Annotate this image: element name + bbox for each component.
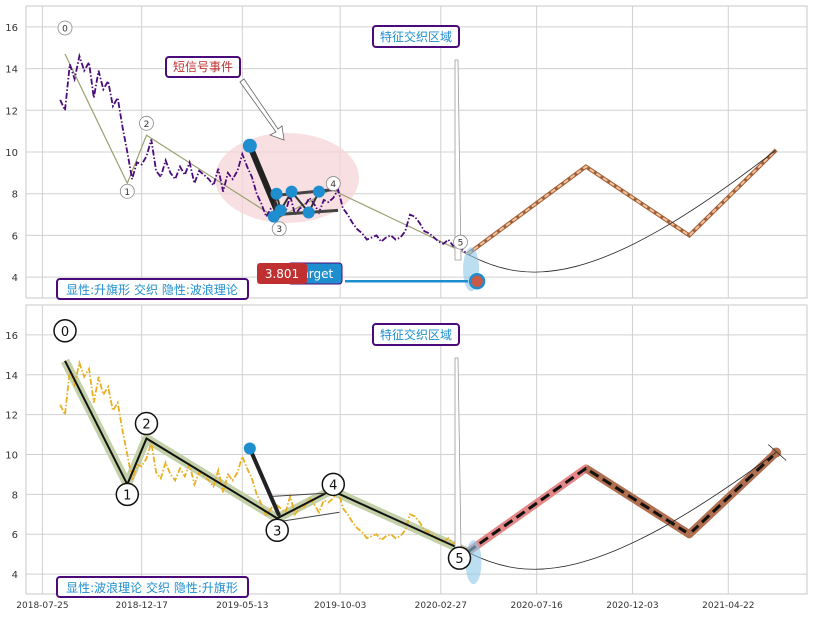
wave-label-3: 3 — [276, 225, 282, 235]
flag-pole — [246, 142, 282, 218]
y-tick-label: 14 — [5, 371, 18, 382]
cup-arc — [467, 452, 777, 570]
top-content: 0 1 2 3 4 5 — [57, 20, 778, 292]
top-bottom-note: 显性:升旗形 交织 隐性:波浪理论 — [56, 278, 249, 300]
bottom-content: 0 1 2 3 4 5 — [53, 319, 787, 585]
target-badge-text: 3.801 — [265, 267, 299, 281]
wave-label-1: 1 — [123, 488, 131, 503]
wave-line — [64, 360, 468, 554]
y-tick-label: 10 — [5, 148, 18, 159]
y-tick-label: 14 — [5, 65, 18, 76]
y-tick-label: 12 — [5, 106, 18, 117]
x-tick-label: 2020-07-16 — [510, 601, 563, 611]
flag-marker — [270, 187, 283, 200]
target-annotation: target 3.801 — [257, 262, 343, 285]
flag-marker — [285, 185, 298, 198]
wave-label-circle — [115, 482, 140, 507]
top-grid — [26, 6, 807, 298]
wave-label-circle — [321, 472, 346, 497]
cup-arc — [467, 149, 777, 273]
y-tick-label: 6 — [12, 530, 18, 541]
x-tick-label: 2021-04-22 — [702, 601, 754, 611]
signal-event-label: 短信号事件 — [165, 56, 241, 78]
top-zone-label: 特征交织区域 — [372, 25, 460, 48]
wave-label-2: 2 — [142, 418, 150, 433]
signal-arrow — [239, 78, 285, 141]
y-tick-label: 4 — [12, 273, 18, 284]
top-bottom-note-text: 显性:升旗形 交织 隐性:波浪理论 — [66, 282, 238, 297]
wave-label-4: 4 — [330, 180, 336, 190]
target-point — [468, 273, 486, 290]
bottom-zone-label: 特征交织区域 — [372, 323, 460, 346]
wave-label-circle — [53, 319, 77, 343]
forecast-mid — [685, 530, 694, 539]
y-tick-label: 10 — [5, 450, 18, 461]
point5-glow — [465, 540, 482, 585]
y-tick-label: 12 — [5, 411, 18, 422]
wave-label-5: 5 — [455, 552, 463, 567]
wave-label-0: 0 — [62, 24, 68, 34]
flag-marker — [274, 204, 287, 217]
wave-label-circle — [134, 411, 159, 436]
wave-label-circle — [271, 221, 287, 237]
wave-label-1: 1 — [124, 188, 130, 198]
y-tick-label: 8 — [12, 190, 18, 201]
bottom-y-ticks: 4 6 8 10 12 14 16 — [5, 331, 18, 581]
end-tick — [767, 444, 787, 461]
wave-label-circle — [447, 546, 472, 570]
wave-label-5: 5 — [458, 239, 464, 249]
wave-label-circle — [119, 183, 135, 199]
wave-line — [64, 53, 468, 255]
flag-marker — [312, 185, 325, 198]
price-line — [59, 52, 469, 255]
flag-marker — [302, 206, 315, 219]
wave-label-circle — [325, 176, 341, 191]
y-tick-label: 8 — [12, 490, 18, 501]
forecast-line — [466, 149, 777, 256]
x-tick-label: 2018-07-25 — [16, 601, 68, 611]
y-tick-label: 16 — [5, 331, 18, 342]
x-tick-label: 2019-10-03 — [314, 601, 366, 611]
flag-pole — [247, 446, 281, 517]
x-ticks: 2018-07-25 2018-12-17 2019-05-13 2019-10-03… — [16, 601, 754, 611]
top-y-ticks: 4 6 8 10 12 14 16 — [5, 23, 18, 284]
signal-event-label-text: 短信号事件 — [173, 60, 233, 74]
x-tick-label: 2020-12-03 — [606, 601, 658, 611]
bottom-bottom-note: 显性:波浪理论 交织 隐性:升旗形 — [56, 576, 249, 598]
wave-label-circle — [139, 115, 154, 131]
y-tick-label: 6 — [12, 231, 18, 242]
bottom-bottom-note-text: 显性:波浪理论 交织 隐性:升旗形 — [66, 580, 238, 595]
x-tick-label: 2019-05-13 — [216, 601, 268, 611]
bottom-zone-label-text: 特征交织区域 — [380, 327, 452, 342]
zone-pointer — [454, 59, 462, 261]
flag-marker — [243, 442, 256, 455]
wave-label-circle — [453, 234, 468, 250]
wave-label-0: 0 — [61, 325, 69, 340]
wave-label-2: 2 — [144, 120, 150, 130]
y-tick-label: 16 — [5, 23, 18, 34]
wave-label-circle — [265, 518, 289, 543]
bottom-grid — [26, 305, 807, 594]
wave-label-4: 4 — [329, 478, 337, 493]
top-zone-label-text: 特征交织区域 — [380, 29, 452, 44]
flag-marker — [242, 138, 257, 153]
x-tick-label: 2018-12-17 — [116, 601, 168, 611]
flag-lower — [275, 511, 340, 523]
wave-label-3: 3 — [273, 524, 281, 539]
x-tick-label: 2020-02-27 — [415, 601, 467, 611]
y-tick-label: 4 — [12, 570, 18, 581]
wave-label-circle — [57, 20, 73, 36]
